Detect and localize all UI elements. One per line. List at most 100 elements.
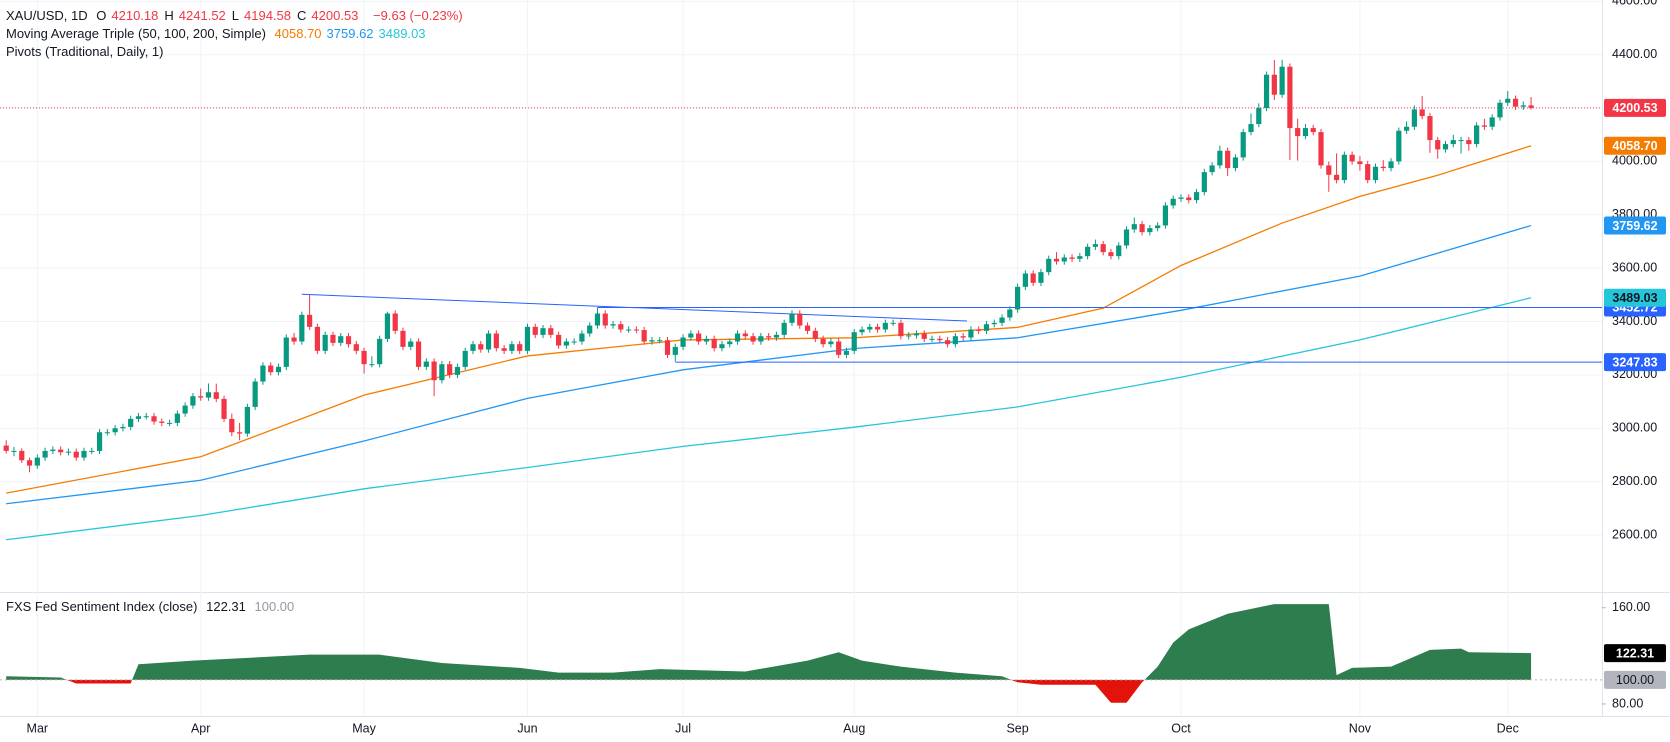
- candle-body: [1489, 117, 1495, 127]
- candle-body: [1505, 98, 1511, 103]
- candle-body: [657, 340, 663, 342]
- candle-body: [322, 334, 328, 351]
- candle-body: [1155, 225, 1161, 229]
- candle-body: [781, 322, 787, 335]
- candle-body: [1092, 244, 1098, 247]
- candle-body: [750, 336, 756, 342]
- candle-body: [1474, 125, 1480, 145]
- candle-body: [454, 366, 461, 375]
- price-label: 3489.03: [1612, 291, 1657, 305]
- sentiment-area: [6, 604, 1532, 680]
- candle-body: [696, 333, 702, 342]
- candle-body: [1450, 140, 1456, 145]
- candle-body: [836, 341, 842, 355]
- y-tick-label: 3000.00: [1612, 421, 1657, 435]
- candle-body: [1256, 108, 1262, 125]
- candle-body: [859, 329, 865, 333]
- candle-body: [19, 450, 25, 461]
- candle-body: [345, 336, 352, 345]
- candle-body: [1372, 166, 1379, 181]
- candle-body: [89, 450, 95, 452]
- value-label: 122.31: [1616, 646, 1654, 660]
- x-tick-label: Sep: [1006, 721, 1028, 735]
- candle-body: [1248, 124, 1254, 133]
- candle-body: [820, 338, 826, 345]
- candle-body: [213, 392, 219, 399]
- candle-body: [1302, 128, 1309, 137]
- candle-body: [1108, 252, 1114, 257]
- candle-body: [26, 460, 33, 466]
- price-label-bg: [1604, 216, 1666, 235]
- candle-body: [330, 334, 336, 343]
- candle-body: [1053, 258, 1060, 262]
- candle-body: [462, 350, 468, 367]
- candle-body: [392, 313, 398, 331]
- candle-body: [711, 338, 717, 349]
- x-tick-label: Dec: [1497, 721, 1519, 735]
- candle-body: [151, 416, 157, 422]
- candle-body: [291, 337, 297, 342]
- candle-body: [198, 396, 204, 398]
- ohlc-key: L: [231, 8, 240, 23]
- x-tick-label: Jul: [675, 721, 691, 735]
- price-label: 3247.83: [1612, 355, 1657, 369]
- candle-body: [602, 313, 608, 326]
- candle-body: [999, 317, 1005, 323]
- candle-body: [517, 344, 523, 351]
- candle-body: [571, 341, 577, 343]
- candle-body: [1388, 161, 1394, 169]
- candle-body: [719, 344, 725, 349]
- candle-body: [1318, 132, 1324, 166]
- ohlc-value: 4200.53: [311, 8, 359, 23]
- candle-body: [929, 338, 935, 340]
- candle-body: [1077, 256, 1083, 259]
- candle-body: [952, 336, 958, 345]
- ma-value: 3759.62: [326, 26, 374, 41]
- ma-values: 4058.70 3759.62 3489.03: [275, 26, 431, 41]
- candle-body: [1123, 229, 1130, 246]
- candle-body: [73, 451, 79, 458]
- candle-body: [851, 332, 857, 351]
- candle-body: [1326, 165, 1332, 175]
- candle-body: [1295, 128, 1301, 137]
- candle-body: [1271, 74, 1277, 95]
- candle-body: [260, 365, 266, 382]
- candle-body: [1061, 257, 1067, 262]
- ma-title: Moving Average Triple (50, 100, 200, Sim…: [6, 26, 266, 41]
- y-tick-label: 4000.00: [1612, 154, 1657, 168]
- price-label: 4200.53: [1612, 101, 1657, 115]
- ohlc-fields: O 4210.18 H 4241.52 L 4194.58 C 4200.53: [96, 8, 364, 23]
- candle-body: [1162, 205, 1169, 226]
- y-tick-label: 160.00: [1612, 600, 1650, 614]
- y-tick-label: 3600.00: [1612, 260, 1657, 274]
- candle-body: [789, 313, 795, 323]
- candle-body: [1139, 224, 1145, 233]
- candle-body: [1357, 161, 1363, 165]
- candle-body: [128, 418, 134, 427]
- ohlc-key: O: [96, 8, 107, 23]
- candle-body: [727, 341, 733, 345]
- y-tick-label: 2800.00: [1612, 474, 1657, 488]
- candle-body: [921, 333, 927, 339]
- price-label: 3759.62: [1612, 219, 1657, 233]
- candle-body: [1015, 286, 1021, 310]
- candle-body: [1333, 174, 1340, 181]
- candle-body: [1349, 154, 1355, 162]
- candle-body: [384, 313, 391, 339]
- x-tick-label: Jun: [517, 721, 537, 735]
- candle-body: [742, 333, 748, 337]
- candle-body: [898, 322, 904, 337]
- candle-body: [369, 364, 375, 366]
- candle-body: [509, 344, 515, 351]
- candle-body: [112, 428, 118, 433]
- candle-body: [641, 330, 647, 342]
- candle-body: [1131, 224, 1137, 230]
- candle-body: [579, 333, 585, 342]
- price-label-bg: [1604, 98, 1666, 117]
- candle-body: [734, 333, 741, 342]
- x-tick-label: Oct: [1171, 721, 1191, 735]
- candle-body: [1178, 197, 1184, 199]
- candle-body: [400, 330, 406, 347]
- candle-body: [104, 432, 110, 434]
- candle-body: [913, 333, 920, 336]
